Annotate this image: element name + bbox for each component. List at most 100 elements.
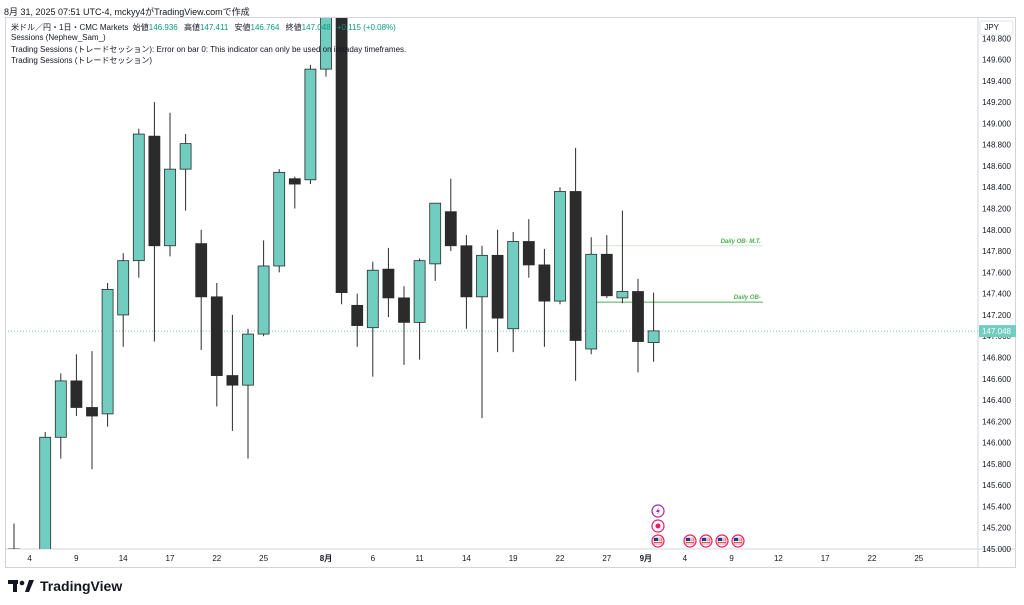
- candle-body: [585, 253, 598, 350]
- y-tick-label: 148.000: [982, 226, 1011, 235]
- candle-body: [288, 178, 301, 185]
- y-tick-label: 145.200: [982, 524, 1011, 533]
- brand-name: TradingView: [40, 578, 123, 594]
- candle-body: [476, 254, 488, 298]
- x-tick-label: 17: [166, 554, 175, 563]
- candle-body: [320, 18, 332, 70]
- candle-body: [398, 297, 410, 323]
- y-tick-label: 145.000: [982, 545, 1011, 554]
- candle-body: [179, 143, 192, 170]
- tradingview-logo[interactable]: TradingView: [8, 578, 122, 594]
- candle-body: [304, 68, 317, 181]
- y-tick-label: 148.600: [982, 162, 1011, 171]
- candle-body: [647, 330, 660, 343]
- candle-body: [273, 171, 286, 267]
- x-tick-label: 4: [683, 554, 688, 563]
- y-tick-label: 149.600: [982, 56, 1011, 65]
- y-tick-label: 145.600: [982, 481, 1011, 490]
- high-value: 147.411: [199, 23, 229, 32]
- candle-body: [335, 18, 348, 293]
- x-tick-label: 22: [868, 554, 877, 563]
- candle-body: [351, 304, 364, 326]
- x-tick-label: 27: [602, 554, 611, 563]
- y-tick-label: 149.400: [982, 77, 1011, 86]
- candle-body: [632, 291, 644, 342]
- y-tick-label: 149.000: [982, 119, 1011, 128]
- flag-canton: [734, 538, 738, 541]
- current-price-badge: [979, 325, 1016, 338]
- candle-body: [101, 288, 114, 415]
- x-tick-label: 22: [556, 554, 565, 563]
- candle-body: [507, 241, 520, 330]
- x-tick-label: 6: [371, 554, 376, 563]
- low-label: 安値: [234, 23, 251, 32]
- x-tick-label: 9: [74, 554, 79, 563]
- x-tick-label: 9: [729, 554, 734, 563]
- flag-canton: [686, 538, 690, 541]
- x-tick-label: 8月: [320, 554, 332, 563]
- x-tick-label: 25: [914, 554, 923, 563]
- symbol-label[interactable]: 米ドル／円・1日・CMC Markets: [11, 23, 129, 32]
- ob-level-label: Daily OB-: [734, 295, 761, 301]
- candle-body: [86, 407, 98, 417]
- candle-body: [569, 191, 582, 341]
- x-tick-label: 14: [119, 554, 128, 563]
- candle-body: [226, 375, 239, 386]
- candle-body: [429, 202, 442, 265]
- candle-body: [70, 380, 83, 408]
- open-value: 146.936: [148, 23, 178, 32]
- x-tick-label: 9月: [640, 554, 652, 563]
- tradingview-logo-icon: [8, 580, 34, 592]
- candle-body: [164, 168, 176, 247]
- y-tick-label: 146.000: [982, 439, 1011, 448]
- y-tick-label: 145.800: [982, 460, 1011, 469]
- candle-body: [460, 245, 473, 298]
- y-tick-label: 147.600: [982, 268, 1011, 277]
- flag-canton: [718, 538, 722, 541]
- flag-canton: [702, 538, 706, 541]
- indicator-trading-sessions-label[interactable]: Trading Sessions (トレードセッション): [11, 56, 153, 65]
- y-tick-label: 148.800: [982, 141, 1011, 150]
- currency-label[interactable]: JPY: [984, 23, 999, 32]
- fire-glyph: [655, 523, 661, 529]
- flag-canton: [654, 538, 658, 541]
- y-tick-label: 148.400: [982, 183, 1011, 192]
- open-label: 始値: [132, 23, 149, 32]
- currency-button[interactable]: [979, 20, 1014, 36]
- y-tick-label: 147.800: [982, 247, 1011, 256]
- y-tick-label: 146.400: [982, 396, 1011, 405]
- candle-body: [39, 436, 52, 549]
- candle-body: [600, 253, 613, 297]
- candle-body: [257, 265, 270, 335]
- candle-body: [242, 333, 254, 386]
- y-tick-label: 146.800: [982, 353, 1011, 362]
- candle-body: [491, 254, 504, 319]
- candle-body: [366, 269, 379, 329]
- candle-body: [148, 135, 161, 247]
- x-tick-label: 25: [259, 554, 268, 563]
- candle-body: [195, 243, 208, 298]
- x-tick-label: 19: [509, 554, 518, 563]
- candle-body: [413, 260, 426, 323]
- candle-body: [8, 548, 20, 549]
- indicator-sessions-label[interactable]: Sessions (Nephew_Sam_): [11, 33, 106, 42]
- y-tick-label: 146.600: [982, 375, 1011, 384]
- y-tick-label: 146.200: [982, 417, 1011, 426]
- x-tick-label: 12: [774, 554, 783, 563]
- y-tick-label: 148.200: [982, 205, 1011, 214]
- candle-body: [54, 380, 67, 438]
- candle-body: [616, 291, 629, 299]
- y-tick-label: 147.400: [982, 290, 1011, 299]
- ohlc-legend: 米ドル／円・1日・CMC Markets 始値146.936 高値147.411…: [11, 22, 400, 33]
- current-price-label: 147.048: [982, 327, 1011, 336]
- x-tick-label: 14: [462, 554, 471, 563]
- high-label: 高値: [183, 23, 200, 32]
- x-tick-label: 17: [821, 554, 830, 563]
- y-tick-label: 149.800: [982, 34, 1011, 43]
- candle-body: [382, 268, 395, 299]
- lightning-glyph: [656, 507, 660, 515]
- ob-level-label: Daily OB- M.T.: [721, 239, 762, 245]
- candle-body: [522, 241, 535, 266]
- indicator-error-label[interactable]: Trading Sessions (トレードセッション): Error on b…: [11, 45, 407, 54]
